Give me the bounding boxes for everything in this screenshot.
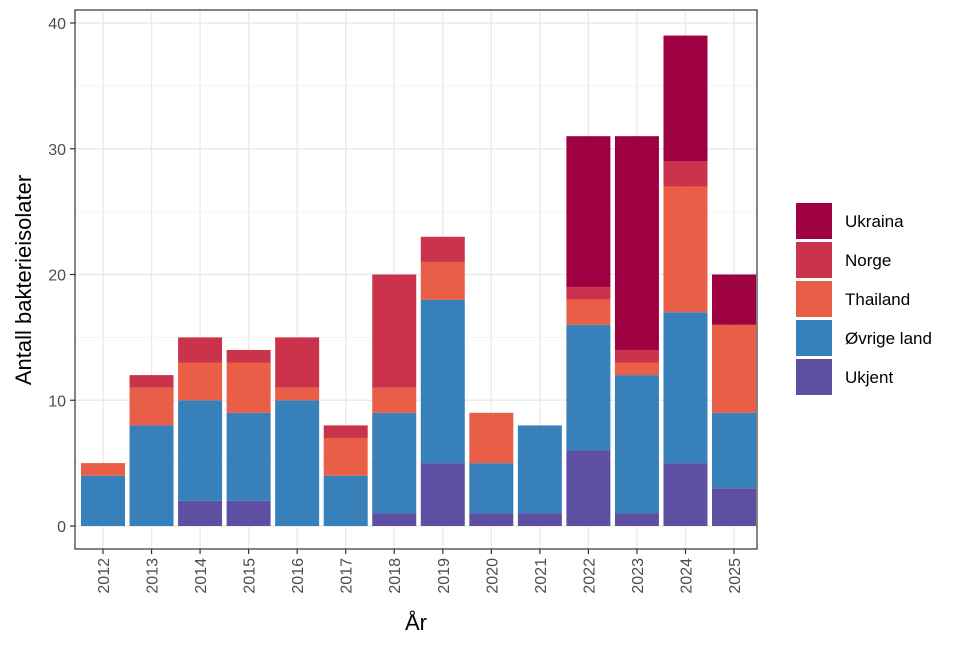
legend-label: Ukjent [845,368,893,387]
y-axis: 0 10 20 30 40 [48,16,75,536]
y-axis-label: Antall bakterieisolater [11,175,36,385]
bar-segment-2017-norge [323,425,368,438]
bar-segment-2024-øvrige-land [663,312,708,464]
x-axis: 2012 2013 2014 2015 2016 2017 2018 2019 2020 2021… [96,549,744,594]
y-tick-label: 20 [48,268,66,285]
bar-segment-2022-norge [566,287,611,300]
x-tick-label: 2023 [630,558,647,594]
bar-segment-2025-thailand [712,324,757,413]
bar-segment-2021-ukjent [517,513,562,526]
bar-segment-2015-ukjent [226,500,271,526]
y-tick-label: 0 [57,519,66,536]
bar-segment-2024-thailand [663,186,708,313]
bar-segment-2020-øvrige-land [469,463,514,514]
x-tick-label: 2020 [484,558,501,594]
bar-segment-2019-øvrige-land [420,299,465,464]
bar-segment-2022-thailand [566,299,611,325]
x-axis-label: År [405,610,427,635]
bar-segment-2016-øvrige-land [275,400,320,526]
bar-segment-2014-ukjent [178,500,223,526]
bar-segment-2018-thailand [372,387,417,413]
bar-segment-2025-ukjent [712,488,757,526]
legend-label: Øvrige land [845,329,932,348]
bar-segment-2017-thailand [323,437,368,476]
legend-key-norge [796,242,832,278]
bar-segment-2025-øvrige-land [712,412,757,489]
bars [81,35,757,526]
x-tick-label: 2012 [96,558,113,594]
bar-segment-2025-ukraina [712,274,757,325]
x-tick-label: 2015 [242,558,259,594]
y-tick-label: 10 [48,393,66,410]
bar-segment-2016-norge [275,337,320,388]
bar-segment-2023-ukraina [614,136,659,350]
bar-segment-2013-norge [129,375,174,388]
y-tick-label: 30 [48,142,66,159]
x-tick-label: 2013 [145,558,162,594]
x-tick-label: 2016 [290,558,307,594]
legend-label: Thailand [845,290,910,309]
x-tick-label: 2022 [581,558,598,594]
bar-segment-2019-norge [420,236,465,262]
bar-segment-2024-ukjent [663,463,708,526]
legend-key-ukjent [796,359,832,395]
bar-segment-2023-thailand [614,362,659,376]
bar-segment-2015-øvrige-land [226,412,271,501]
bar-segment-2022-ukjent [566,450,611,526]
bar-segment-2018-øvrige-land [372,412,417,514]
bar-segment-2023-øvrige-land [614,375,659,514]
bar-segment-2012-øvrige-land [81,475,125,526]
bar-segment-2015-norge [226,349,271,363]
x-tick-label: 2018 [387,558,404,594]
legend-key-ukraina [796,203,832,239]
bar-segment-2023-norge [614,349,659,363]
x-tick-label: 2024 [678,558,695,594]
legend-key-thailand [796,281,832,317]
bar-segment-2013-thailand [129,387,174,426]
legend-label: Ukraina [845,212,904,231]
bar-segment-2022-ukraina [566,136,611,288]
bar-segment-2020-thailand [469,412,514,464]
legend-key-øvrige-land [796,320,832,356]
bar-segment-2013-øvrige-land [129,425,174,526]
bar-segment-2022-øvrige-land [566,324,611,451]
bar-segment-2024-ukraina [663,35,708,162]
bar-segment-2018-norge [372,274,417,388]
bar-segment-2014-norge [178,337,223,363]
bar-segment-2017-øvrige-land [323,475,368,526]
x-tick-label: 2025 [727,558,744,594]
bar-segment-2014-thailand [178,362,223,401]
bar-segment-2020-ukjent [469,513,514,526]
legend: Ukraina Norge Thailand Øvrige land Ukjent [796,203,932,395]
bar-segment-2024-norge [663,161,708,187]
x-tick-label: 2017 [339,558,356,594]
bar-segment-2023-ukjent [614,513,659,526]
bar-segment-2012-thailand [81,463,125,476]
plot-panel-border [74,9,758,550]
bar-segment-2019-ukjent [420,463,465,526]
x-tick-label: 2014 [193,558,210,594]
bar-segment-2018-ukjent [372,513,417,526]
y-tick-label: 40 [48,16,66,33]
legend-label: Norge [845,251,891,270]
x-tick-label: 2021 [533,558,550,594]
bar-segment-2014-øvrige-land [178,400,223,501]
bar-segment-2021-øvrige-land [517,425,562,514]
bar-segment-2019-thailand [420,261,465,300]
x-tick-label: 2019 [436,558,453,594]
bar-segment-2015-thailand [226,362,271,413]
bar-segment-2016-thailand [275,387,320,401]
